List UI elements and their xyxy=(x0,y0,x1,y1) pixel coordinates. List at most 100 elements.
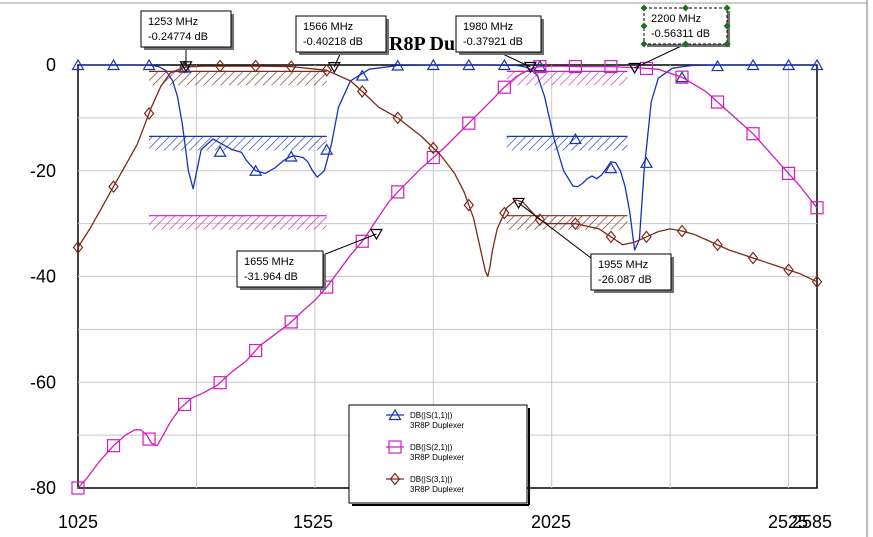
annotation-value: -0.24774 dB xyxy=(148,31,208,43)
annotation-frequency: 1980 MHz xyxy=(463,21,513,33)
data-point-marker xyxy=(604,161,618,174)
data-point-marker xyxy=(142,58,156,71)
data-point-marker xyxy=(213,376,227,390)
selection-handle-icon[interactable] xyxy=(682,40,689,48)
data-point-marker xyxy=(783,263,794,277)
legend-series-name: DB(|S(2,1)|) xyxy=(410,443,453,452)
series-line-3 xyxy=(77,65,818,283)
selection-handle-icon[interactable] xyxy=(723,4,731,12)
data-point-marker xyxy=(179,60,190,74)
annotation-marker-icon xyxy=(523,61,537,74)
selection-handle-icon[interactable] xyxy=(640,22,648,30)
legend-marker-icon xyxy=(388,408,402,421)
data-point-marker xyxy=(392,111,404,125)
annotation-frequency: 1566 MHz xyxy=(303,21,353,33)
annotation-marker-icon xyxy=(512,197,526,210)
annotation-value: -26.087 dB xyxy=(598,274,652,286)
legend-series-name: DB(|S(3,1)|) xyxy=(410,475,453,484)
data-point-marker xyxy=(285,60,297,74)
data-point-marker xyxy=(249,164,263,176)
annotation-frequency: 1955 MHz xyxy=(598,259,648,271)
data-point-marker xyxy=(605,230,617,244)
y-tick-label: -60 xyxy=(30,372,56,392)
data-point-marker xyxy=(108,180,119,194)
annotation-marker-icon xyxy=(628,62,642,75)
data-point-marker xyxy=(810,58,824,71)
data-point-marker xyxy=(355,69,369,81)
data-point-marker xyxy=(811,275,823,289)
marker-annotation[interactable]: 2200 MHz -0.56311 dB xyxy=(628,4,731,75)
annotation-box[interactable] xyxy=(236,250,324,288)
marker-annotation[interactable]: 1955 MHz -26.087 dB xyxy=(512,197,674,293)
annotation-value: -0.37921 dB xyxy=(463,36,523,48)
data-point-marker xyxy=(391,59,405,71)
data-point-marker xyxy=(428,141,439,155)
data-point-marker xyxy=(639,156,654,168)
data-point-marker xyxy=(534,213,546,227)
annotation-box[interactable] xyxy=(455,15,542,53)
data-point-marker xyxy=(106,58,121,71)
x-tick-label: 2525 xyxy=(768,512,808,532)
marker-annotation[interactable]: 1253 MHz -0.24774 dB xyxy=(140,10,234,73)
data-point-marker xyxy=(497,58,511,71)
marker-annotation[interactable]: 1980 MHz -0.37921 dB xyxy=(455,15,544,74)
x-tick-label: 2025 xyxy=(531,512,571,532)
marker-annotation[interactable]: 1655 MHz -31.964 dB xyxy=(236,228,383,290)
data-point-marker xyxy=(462,58,476,71)
selection-handle-icon[interactable] xyxy=(640,4,648,12)
selection-handle-icon[interactable] xyxy=(682,4,689,12)
data-point-marker xyxy=(142,432,156,446)
selection-handle-icon[interactable] xyxy=(640,40,648,48)
data-point-marker xyxy=(284,150,298,162)
annotation-box[interactable] xyxy=(140,10,232,48)
data-point-marker xyxy=(391,185,405,199)
spec-mask-hatch xyxy=(149,136,327,151)
annotation-value: -31.964 dB xyxy=(244,271,298,283)
y-tick-label: -20 xyxy=(30,161,56,181)
data-point-marker xyxy=(284,315,298,329)
annotation-box[interactable] xyxy=(590,253,672,291)
data-point-marker xyxy=(71,58,85,71)
data-point-marker xyxy=(321,63,332,77)
spec-mask-hatch xyxy=(506,215,628,230)
data-point-marker xyxy=(72,240,84,254)
y-tick-label: -80 xyxy=(30,478,56,498)
data-point-marker xyxy=(143,107,155,120)
data-point-marker xyxy=(710,95,725,109)
x-tick-label: 1025 xyxy=(58,512,98,532)
data-point-marker xyxy=(499,206,510,220)
selection-handle-icon[interactable] xyxy=(723,22,731,30)
data-point-marker xyxy=(810,201,824,215)
data-point-marker xyxy=(676,224,688,238)
annotation-marker-icon xyxy=(369,228,383,241)
x-tick-label: 2585 xyxy=(792,512,832,532)
marker-annotation[interactable]: 1566 MHz -0.40218 dB xyxy=(295,15,389,74)
data-point-marker xyxy=(214,59,226,73)
data-point-marker xyxy=(604,59,618,74)
annotation-marker-icon xyxy=(327,62,341,74)
selection-handle-icon[interactable] xyxy=(723,40,731,48)
data-point-marker xyxy=(746,58,760,71)
annotation-marker-icon xyxy=(179,61,193,73)
annotation-box[interactable] xyxy=(295,15,387,53)
legend: DB(|S(1,1)|)3R8P DuplexerDB(|S(2,1)|)3R8… xyxy=(348,404,530,506)
series-line-1 xyxy=(78,64,817,251)
data-point-marker xyxy=(710,59,725,72)
spec-mask-hatch xyxy=(506,71,628,86)
marker-annotations[interactable]: 1253 MHz -0.24774 dB 1566 MHz -0.40218 dB 19… xyxy=(140,4,731,294)
data-point-marker xyxy=(320,143,334,155)
annotation-frequency: 1253 MHz xyxy=(148,16,198,28)
y-axis-tick-labels: 0 -20 -40 -60 -80 xyxy=(30,55,56,498)
data-point-marker xyxy=(177,397,192,412)
spec-mask-hatch xyxy=(149,215,327,230)
legend-marker-icon xyxy=(388,440,402,454)
data-point-marker xyxy=(781,166,796,180)
legend-marker-icon xyxy=(389,472,401,486)
annotation-leader-line xyxy=(518,202,592,259)
data-point-marker xyxy=(746,127,760,141)
data-point-marker xyxy=(568,132,582,145)
y-tick-label: -40 xyxy=(30,267,56,287)
legend-series-subname: 3R8P Duplexer xyxy=(410,453,464,462)
spec-mask-hatch xyxy=(149,71,327,86)
